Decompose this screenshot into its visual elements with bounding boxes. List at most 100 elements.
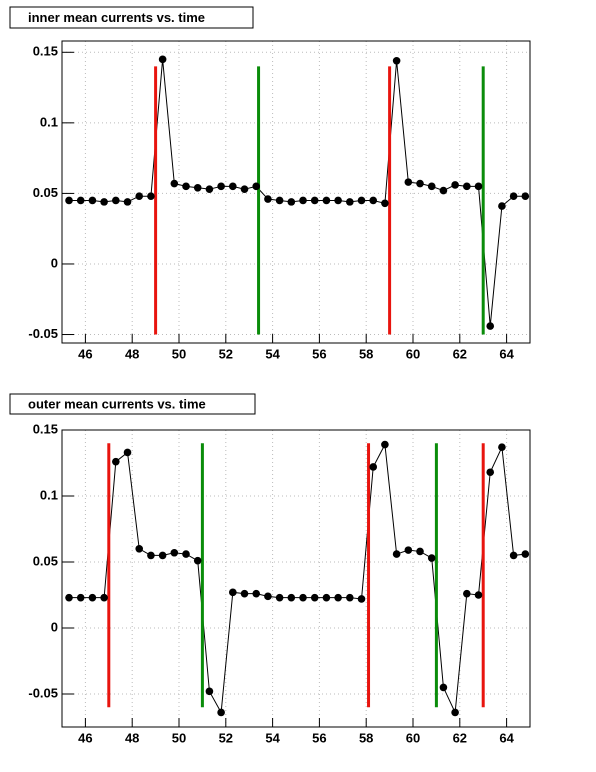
x-tick-label: 64 xyxy=(499,730,514,745)
x-tick-label: 54 xyxy=(265,346,280,361)
data-point xyxy=(498,443,506,451)
chart-title: inner mean currents vs. time xyxy=(28,10,205,25)
data-point xyxy=(439,186,448,195)
data-point xyxy=(275,593,284,602)
data-point xyxy=(416,547,424,556)
data-point xyxy=(147,192,155,201)
data-point xyxy=(509,192,518,201)
data-point xyxy=(229,588,237,597)
data-point xyxy=(147,551,155,560)
data-point xyxy=(474,182,483,191)
data-point xyxy=(474,591,483,599)
data-point xyxy=(299,196,307,205)
data-point xyxy=(76,593,85,602)
data-point xyxy=(404,546,413,554)
data-point xyxy=(392,56,401,65)
data-point xyxy=(264,195,272,203)
y-tick-label: 0.15 xyxy=(33,44,58,59)
data-point xyxy=(158,551,167,560)
title-box xyxy=(9,6,254,29)
data-point xyxy=(451,181,459,189)
data-point xyxy=(65,593,73,602)
data-point xyxy=(357,595,366,603)
data-point xyxy=(287,198,296,206)
data-line xyxy=(69,442,526,715)
data-point xyxy=(158,55,167,64)
data-point xyxy=(486,322,495,330)
x-tick-label: 56 xyxy=(312,346,326,361)
y-tick-label: 0.05 xyxy=(33,553,58,568)
x-tick-label: 62 xyxy=(453,730,467,745)
x-tick-label: 60 xyxy=(406,730,420,745)
data-point xyxy=(264,592,272,601)
data-point xyxy=(123,448,132,457)
x-tick-label: 52 xyxy=(219,730,233,745)
x-tick-label: 48 xyxy=(125,346,139,361)
data-point xyxy=(381,199,389,208)
y-tick-label: 0.15 xyxy=(33,421,58,436)
x-tick-label: 46 xyxy=(78,346,92,361)
x-tick-label: 58 xyxy=(359,346,373,361)
data-point xyxy=(451,708,459,717)
data-point xyxy=(76,196,85,205)
data-point xyxy=(427,182,436,191)
data-point xyxy=(310,196,319,205)
y-tick-label: 0 xyxy=(51,255,58,270)
data-point xyxy=(182,182,190,191)
y-tick-label: -0.05 xyxy=(28,326,58,341)
data-point xyxy=(252,182,261,191)
data-point xyxy=(381,440,389,449)
x-tick-label: 52 xyxy=(219,346,233,361)
data-point xyxy=(135,545,144,553)
data-point xyxy=(334,593,342,602)
x-tick-label: 58 xyxy=(359,730,373,745)
y-tick-label: 0.05 xyxy=(33,185,58,200)
data-line xyxy=(69,59,526,327)
data-point xyxy=(404,178,413,186)
x-tick-label: 48 xyxy=(125,730,139,745)
data-point xyxy=(112,457,120,466)
data-point xyxy=(217,182,225,191)
data-point xyxy=(416,179,424,188)
plot-frame xyxy=(61,40,531,344)
x-tick-label: 60 xyxy=(406,346,420,361)
plot-frame xyxy=(61,429,531,728)
data-point xyxy=(170,179,179,188)
data-point xyxy=(357,196,366,205)
y-tick-label: 0.1 xyxy=(40,487,58,502)
x-tick-label: 56 xyxy=(312,730,326,745)
x-tick-label: 50 xyxy=(172,346,186,361)
data-point xyxy=(240,589,249,598)
data-point xyxy=(65,196,73,205)
data-point xyxy=(275,196,284,205)
data-point xyxy=(521,192,530,201)
data-point xyxy=(100,593,108,602)
data-point xyxy=(486,468,495,477)
data-point xyxy=(123,198,132,206)
data-point xyxy=(287,593,296,602)
y-tick-label: 0 xyxy=(51,619,58,634)
data-point xyxy=(88,196,97,205)
data-point xyxy=(369,196,378,205)
data-point xyxy=(112,196,120,205)
data-point xyxy=(193,556,202,565)
y-tick-label: -0.05 xyxy=(28,685,58,700)
data-point xyxy=(252,589,261,598)
data-point xyxy=(427,554,436,562)
data-point xyxy=(205,185,214,193)
data-point xyxy=(521,550,530,558)
data-point xyxy=(135,192,144,201)
data-point xyxy=(498,202,506,210)
data-point xyxy=(346,198,354,206)
data-point xyxy=(439,683,448,692)
data-point xyxy=(240,185,249,193)
y-tick-label: 0.1 xyxy=(40,114,58,129)
data-point xyxy=(182,550,190,558)
data-point xyxy=(334,196,342,205)
chart-title: outer mean currents vs. time xyxy=(28,396,206,411)
data-point xyxy=(205,687,214,696)
data-point xyxy=(310,593,319,602)
data-point xyxy=(392,550,401,558)
